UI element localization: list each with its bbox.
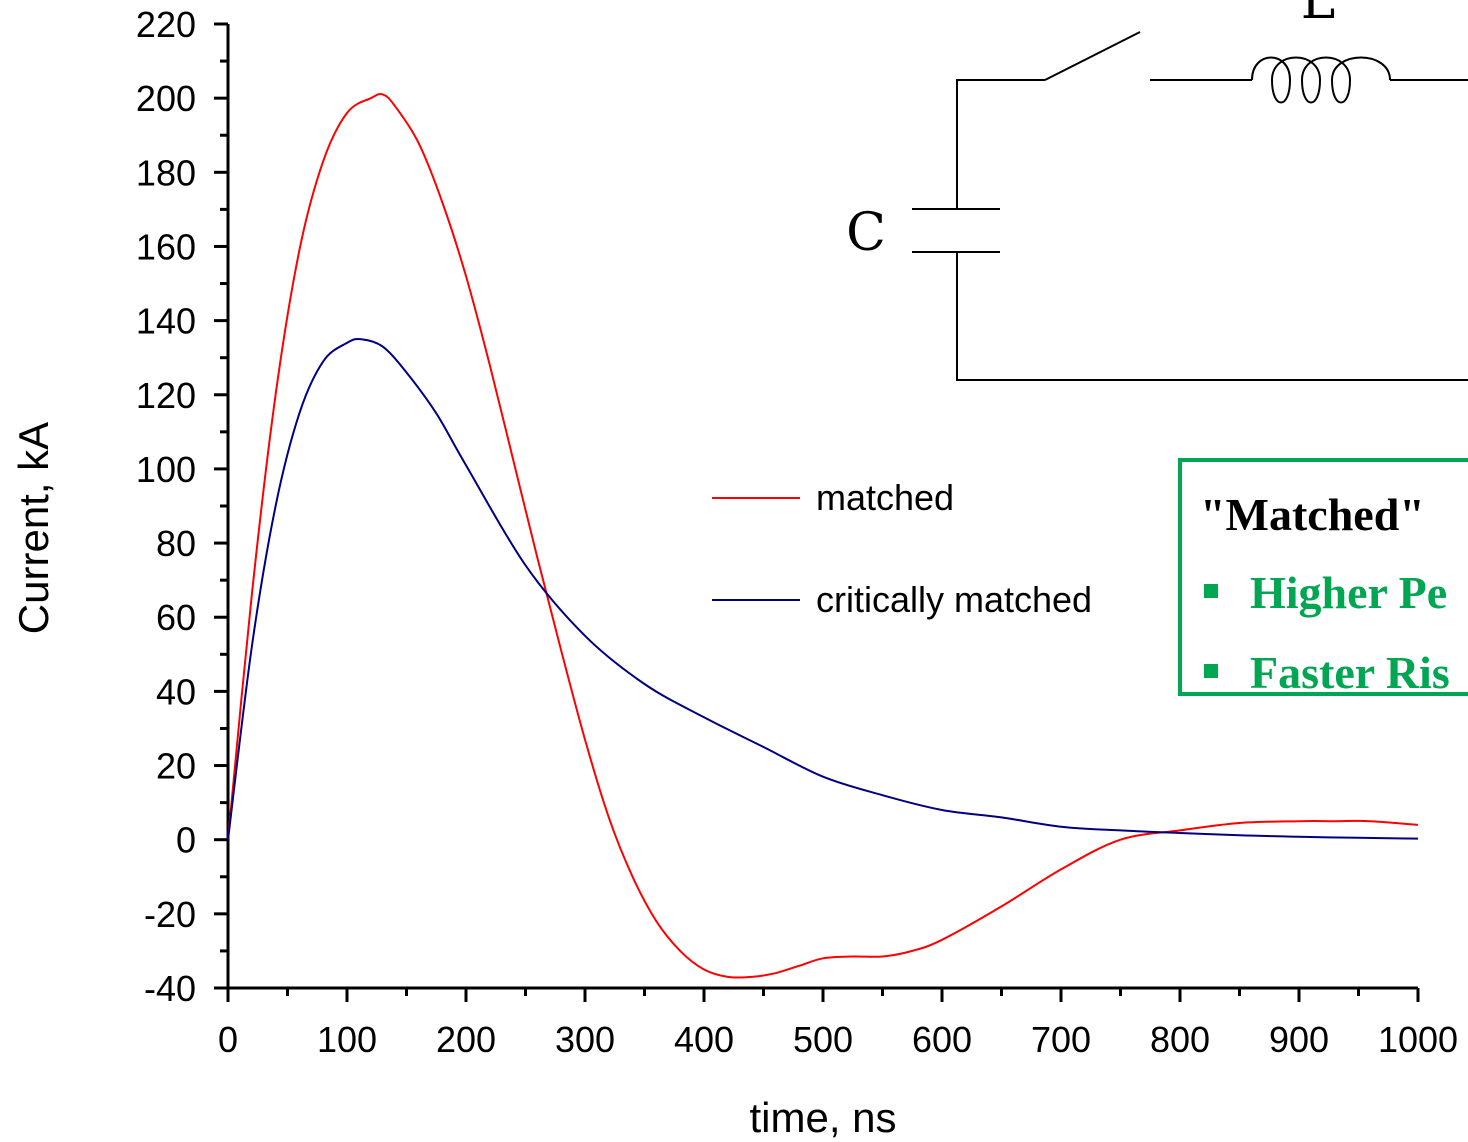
x-axis-ticks: 0 100 200 300 400 500 600 700 800 900 1000	[218, 988, 1458, 1060]
x-tick-label: 500	[793, 1019, 853, 1060]
x-tick-label: 200	[436, 1019, 496, 1060]
y-tick-label: 200	[136, 78, 196, 119]
callout-bullet-1: Higher Pe	[1250, 567, 1447, 618]
y-tick-label: 100	[136, 449, 196, 490]
circuit-bottom-wire	[956, 252, 1468, 381]
y-tick-label: 220	[136, 4, 196, 45]
y-tick-label: 40	[156, 671, 196, 712]
x-tick-label: 600	[912, 1019, 972, 1060]
x-tick-label: 700	[1031, 1019, 1091, 1060]
circuit-diagram	[912, 31, 1468, 381]
x-tick-label: 300	[555, 1019, 615, 1060]
legend-label-critically-matched: critically matched	[816, 579, 1092, 620]
series-layer	[227, 93, 1419, 979]
callout-bullet-marker-1	[1204, 584, 1218, 598]
x-tick-label: 100	[317, 1019, 377, 1060]
callout-bullet-2: Faster Ris	[1250, 647, 1450, 698]
y-tick-label: 20	[156, 746, 196, 787]
callout-box	[1178, 458, 1468, 696]
x-tick-label: 800	[1150, 1019, 1210, 1060]
y-tick-label: 60	[156, 597, 196, 638]
y-tick-label: 120	[136, 375, 196, 416]
x-tick-label: 0	[218, 1019, 238, 1060]
series-line-matched	[227, 93, 1419, 979]
callout-bullet-marker-2	[1204, 664, 1218, 678]
y-tick-label: 0	[176, 820, 196, 861]
y-tick-label: 180	[136, 152, 196, 193]
switch-blade	[1044, 31, 1141, 81]
y-axis-ticks: -40 -20 0 20 40 60 80 100 120 140 160 180 200 220	[136, 4, 228, 1009]
y-tick-label: 160	[136, 226, 196, 267]
y-tick-label: 80	[156, 523, 196, 564]
x-axis-title: time, ns	[749, 1094, 896, 1141]
legend-label-matched: matched	[816, 477, 954, 518]
legend: matched critically matched	[712, 477, 1092, 620]
callout-title: "Matched"	[1200, 489, 1425, 540]
circuit-left-wire	[956, 79, 1045, 209]
y-tick-label: 140	[136, 301, 196, 342]
x-tick-label: 900	[1269, 1019, 1329, 1060]
y-tick-label: -40	[144, 968, 196, 1009]
series-line-critically-matched	[227, 337, 1419, 840]
inductor-coil	[1251, 56, 1391, 104]
y-axis-title: Current, kA	[10, 422, 57, 634]
capacitor-label: C	[846, 203, 886, 263]
x-tick-label: 1000	[1378, 1019, 1458, 1060]
y-tick-label: -20	[144, 894, 196, 935]
inductor-label: L	[1301, 0, 1336, 31]
x-tick-label: 400	[674, 1019, 734, 1060]
